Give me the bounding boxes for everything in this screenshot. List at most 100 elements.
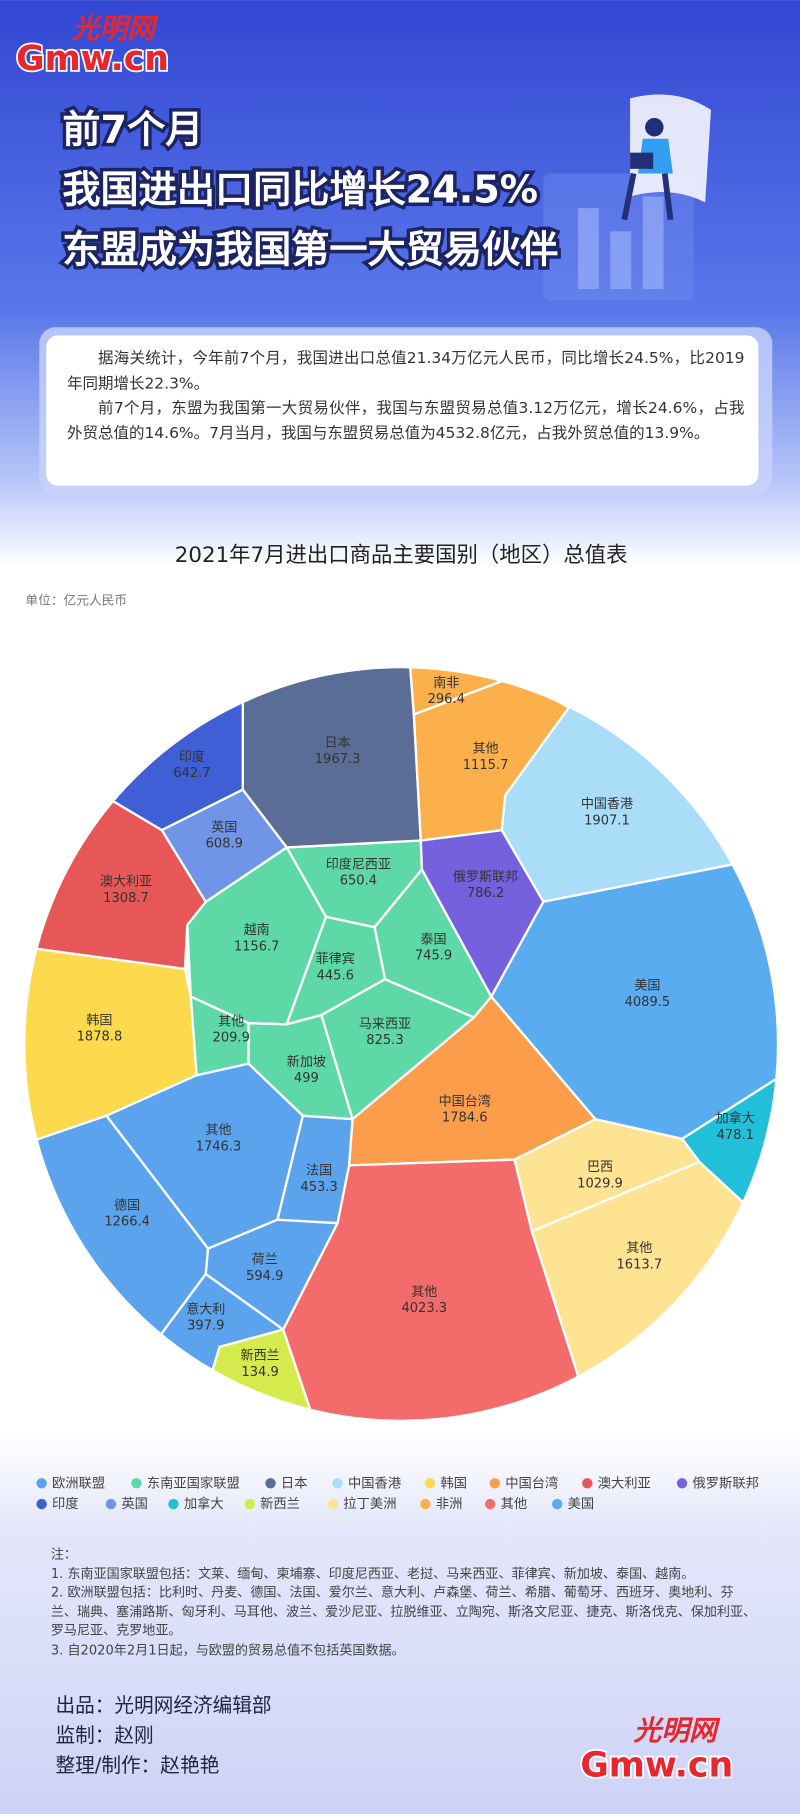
legend-swatch	[552, 1498, 563, 1510]
legend-label: 澳大利亚	[598, 1475, 651, 1491]
cell-name: 澳大利亚	[100, 874, 152, 890]
cell-value: 134.9	[241, 1365, 278, 1380]
cell-value: 1784.6	[442, 1110, 488, 1125]
notes-container: 注： 1. 东南亚国家联盟包括：文莱、缅甸、柬埔寨、印度尼西亚、老挝、马来西亚、…	[51, 1546, 759, 1660]
intro-paragraph: 前7个月，东盟为我国第一大贸易伙伴，我国与东盟贸易总值3.12万亿元，增长24.…	[67, 400, 745, 443]
cell-name: 越南	[244, 922, 270, 938]
unit-label: 单位：亿元人民币	[25, 593, 127, 608]
credit-line: 出品：光明网经济编辑部	[55, 1694, 271, 1717]
treemap-cell	[160, 788, 288, 903]
legend-label: 中国香港	[348, 1475, 401, 1491]
cell-value: 1029.9	[577, 1176, 623, 1191]
credit-line: 监制：赵刚	[55, 1724, 153, 1747]
legend-label: 俄罗斯联邦	[692, 1475, 758, 1491]
legend-label: 其他	[501, 1496, 528, 1512]
legend-swatch	[327, 1498, 339, 1510]
logo-brand: 光明网	[633, 1714, 721, 1747]
cell-name: 其他	[472, 742, 498, 757]
cell-name: 菲律宾	[316, 951, 355, 967]
cell-name: 荷兰	[252, 1253, 278, 1268]
legend-label: 英国	[121, 1495, 148, 1512]
logo-brand: 光明网	[71, 12, 159, 45]
legend-label: 拉丁美洲	[343, 1496, 396, 1512]
cell-name: 俄罗斯联邦	[453, 870, 518, 885]
cell-value: 397.9	[187, 1319, 224, 1334]
cell-name: 德国	[114, 1198, 140, 1213]
cell-value: 1907.1	[584, 813, 630, 828]
title-line: 东盟成为我国第一大贸易伙伴	[62, 228, 558, 272]
cell-name: 意大利	[186, 1301, 225, 1317]
footer-background	[0, 1433, 800, 1814]
legend-swatch	[36, 1478, 47, 1489]
cell-name: 中国香港	[581, 797, 633, 812]
cell-value: 1967.3	[315, 752, 361, 767]
cell-name: 英国	[211, 820, 237, 835]
cell-value: 453.3	[300, 1180, 337, 1195]
cell-name: 马来西亚	[359, 1017, 411, 1032]
title-line: 我国进出口同比增长24.5%	[62, 167, 538, 211]
cell-value: 209.9	[213, 1031, 250, 1046]
title-block: 前7个月 我国进出口同比增长24.5% 东盟成为我国第一大贸易伙伴	[59, 104, 562, 275]
legend-swatch	[265, 1478, 276, 1489]
legend-swatch	[420, 1498, 431, 1510]
legend-swatch	[582, 1478, 593, 1489]
cell-name: 泰国	[420, 932, 446, 947]
legend-swatch	[332, 1478, 343, 1489]
credit-line: 整理/制作：赵艳艳	[55, 1754, 219, 1777]
legend-swatch	[424, 1478, 436, 1489]
cell-value: 1613.7	[616, 1257, 662, 1272]
cell-name: 印度	[179, 749, 205, 765]
cell-value: 478.1	[717, 1128, 754, 1143]
legend-label: 新西兰	[260, 1496, 300, 1512]
cell-value: 499	[294, 1071, 319, 1086]
cell-name: 韩国	[86, 1013, 112, 1028]
cell-value: 1746.3	[196, 1139, 242, 1154]
note-item: 1. 东南亚国家联盟包括：文莱、缅甸、柬埔寨、印度尼西亚、老挝、马来西亚、菲律宾…	[50, 1565, 695, 1581]
cell-value: 1115.7	[463, 758, 509, 773]
legend-swatch	[105, 1498, 117, 1510]
legend-swatch	[676, 1478, 688, 1489]
intro-container: 据海关统计，今年前7个月，我国进出口总值21.34万亿元人民币，同比增长24.5…	[67, 347, 744, 447]
legend-swatch	[36, 1498, 47, 1510]
cell-name: 新西兰	[241, 1348, 280, 1364]
cell-name: 法国	[306, 1164, 332, 1179]
footer-logo: 光明网 Gmw.cn	[579, 1714, 735, 1787]
cell-value: 745.9	[415, 949, 452, 964]
cell-name: 其他	[205, 1123, 231, 1138]
cell-name: 日本	[325, 736, 351, 751]
legend-swatch	[168, 1498, 179, 1510]
cell-value: 825.3	[366, 1033, 403, 1048]
legend-swatch	[484, 1498, 496, 1510]
cell-name: 印度尼西亚	[326, 856, 391, 872]
cell-value: 786.2	[467, 886, 504, 901]
cell-value: 4023.3	[401, 1301, 447, 1316]
logo: 光明网 Gmw.cn	[14, 12, 170, 81]
cell-value: 4089.5	[625, 995, 671, 1010]
notes-heading: 注：	[50, 1546, 78, 1562]
cell-name: 美国	[634, 979, 660, 994]
cell-name: 其他	[411, 1285, 437, 1300]
cell-value: 296.4	[428, 692, 465, 707]
legend-label: 加拿大	[184, 1495, 224, 1512]
cell-name: 中国台湾	[439, 1093, 491, 1109]
intro-text: 据海关统计，今年前7个月，我国进出口总值21.34万亿元人民币，同比增长24.5…	[67, 347, 744, 447]
notes: 注： 1. 东南亚国家联盟包括：文莱、缅甸、柬埔寨、印度尼西亚、老挝、马来西亚、…	[51, 1546, 759, 1660]
cell-value: 1156.7	[234, 939, 280, 954]
illustration	[543, 94, 711, 301]
legend-label: 美国	[568, 1496, 595, 1512]
treemap-labels: 其他1746.3法国453.3德国1266.4荷兰594.9意大利397.9印度…	[77, 675, 755, 1380]
legend-label: 非洲	[436, 1496, 463, 1512]
cell-name: 其他	[626, 1241, 652, 1256]
cell-value: 594.9	[246, 1269, 283, 1284]
cell-value: 1308.7	[103, 891, 149, 906]
title-line: 前7个月	[62, 107, 203, 151]
intro-paragraph: 据海关统计，今年前7个月，我国进出口总值21.34万亿元人民币，同比增长24.5…	[67, 350, 745, 393]
credits: 出品：光明网经济编辑部 监制：赵刚 整理/制作：赵艳艳	[55, 1694, 271, 1777]
cell-value: 445.6	[317, 968, 354, 983]
legend-label: 中国台湾	[505, 1474, 558, 1491]
legend-swatch	[489, 1478, 500, 1489]
legend-label: 印度	[52, 1496, 79, 1512]
